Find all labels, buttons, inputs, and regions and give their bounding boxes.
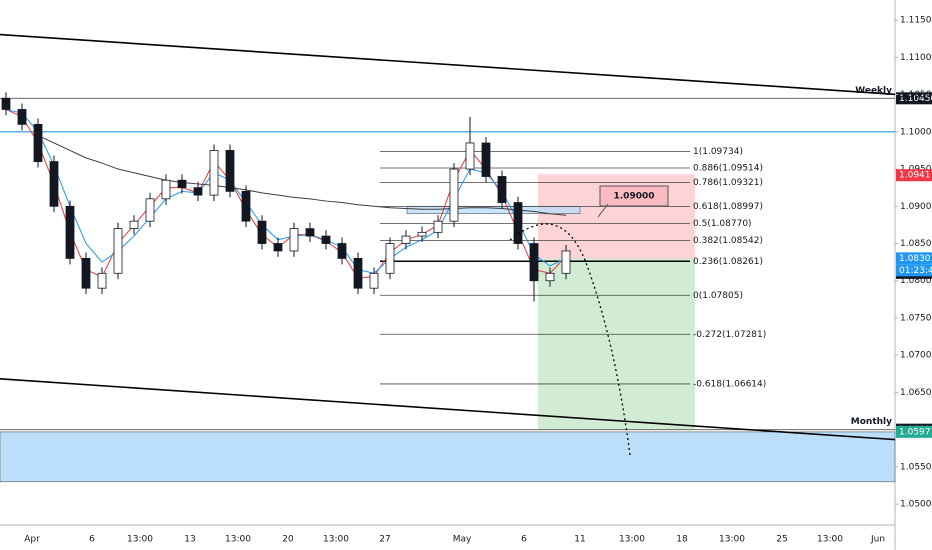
time-label: Apr xyxy=(24,535,40,545)
candle-body xyxy=(49,161,59,207)
time-label: 18 xyxy=(676,535,688,545)
countdown-bg xyxy=(896,264,932,277)
price-tag-bg xyxy=(896,169,932,182)
candle-body xyxy=(113,228,123,274)
y-tick-label: 1.08500 xyxy=(900,239,932,249)
candle-body xyxy=(161,179,171,200)
time-label: 13:00 xyxy=(127,535,153,545)
candle-body xyxy=(289,228,299,252)
time-label: 11 xyxy=(574,535,585,545)
time-label: 27 xyxy=(379,535,390,545)
level-label: Monthly xyxy=(851,417,892,427)
candle-body xyxy=(145,198,155,222)
supply-zone xyxy=(406,205,581,215)
fib-label: 0.236(1.08261) xyxy=(693,257,763,267)
candle-body xyxy=(513,202,523,244)
fib-label: 0.5(1.08770) xyxy=(693,219,752,229)
time-label: May xyxy=(453,535,472,545)
candle-body xyxy=(433,220,443,233)
fib-label: 1(1.09734) xyxy=(693,147,743,157)
candle-body xyxy=(449,168,459,222)
y-tick-label: 1.05000 xyxy=(900,500,932,510)
price-tag-bg xyxy=(896,425,932,438)
fib-label: 0.382(1.08542) xyxy=(693,236,763,246)
time-label: 20 xyxy=(282,535,294,545)
candle-body xyxy=(529,243,539,282)
support-zone xyxy=(0,431,896,483)
time-label: 13:00 xyxy=(619,535,645,545)
callout-text: 1.09000 xyxy=(614,192,655,202)
candle-body xyxy=(129,220,139,230)
level-label: Weekly xyxy=(855,86,892,96)
trendline xyxy=(0,33,896,96)
price-tag: 1.10450 xyxy=(899,94,932,104)
fib-label: 0.886(1.09514) xyxy=(693,164,763,174)
candle-body xyxy=(321,235,331,244)
y-tick-label: 1.11000 xyxy=(900,53,932,63)
time-label: 6 xyxy=(521,535,527,545)
candle-body xyxy=(401,235,411,244)
trendline xyxy=(0,378,896,441)
candle-body xyxy=(257,220,267,244)
y-tick-label: 1.09000 xyxy=(900,202,932,212)
time-label: Jun xyxy=(870,535,885,545)
candle-body xyxy=(81,258,91,289)
candle-body xyxy=(241,190,251,222)
time-label: 25 xyxy=(776,535,787,545)
candle-body xyxy=(33,123,43,162)
candle-body xyxy=(337,243,347,259)
candle-body xyxy=(193,187,203,196)
candle-body xyxy=(385,243,395,274)
candle-body xyxy=(65,205,75,259)
callout-box xyxy=(599,185,669,207)
moving-average xyxy=(5,108,567,274)
candle-body xyxy=(209,150,219,196)
reward-box xyxy=(538,258,695,430)
candle-body xyxy=(97,272,107,289)
y-tick-label: 1.07500 xyxy=(900,313,932,323)
candle-body xyxy=(497,176,507,203)
candle-body xyxy=(481,142,491,177)
price-tag: 1.09417 xyxy=(899,171,932,181)
candle-body xyxy=(273,243,283,252)
y-tick-label: 1.10500 xyxy=(900,90,932,100)
y-tick-label: 1.11500 xyxy=(900,16,932,26)
fib-label: 0.786(1.09321) xyxy=(693,178,763,188)
fib-label: -0.618(1.06614) xyxy=(693,379,766,389)
candle-body xyxy=(17,109,27,125)
candle-body xyxy=(545,272,555,282)
candle-body xyxy=(417,231,427,237)
price-tag-bg xyxy=(896,92,932,105)
time-label: 13:00 xyxy=(719,535,745,545)
time-label: 13:00 xyxy=(323,535,349,545)
time-label: 6 xyxy=(89,535,95,545)
candle-body xyxy=(177,179,187,189)
countdown: 01:23:44 xyxy=(899,266,932,276)
price-tag: 1.05971 xyxy=(899,427,932,437)
candle-body xyxy=(561,250,571,274)
risk-box xyxy=(538,174,695,259)
candle-body xyxy=(465,142,475,170)
time-label: 13:00 xyxy=(817,535,843,545)
y-tick-label: 1.05500 xyxy=(900,462,932,472)
candle-body xyxy=(353,258,363,289)
fib-label: 0.618(1.08997) xyxy=(693,202,763,212)
candle-body xyxy=(225,150,235,192)
candle-body xyxy=(1,97,11,110)
time-label: 13 xyxy=(184,535,195,545)
y-tick-label: 1.10000 xyxy=(900,127,932,137)
fib-label: -0.272(1.07281) xyxy=(693,330,766,340)
y-tick-label: 1.07000 xyxy=(900,351,932,361)
candle-body xyxy=(369,272,379,289)
y-tick-label: 1.06500 xyxy=(900,388,932,398)
time-label: 13:00 xyxy=(225,535,251,545)
y-tick-label: 1.08000 xyxy=(900,276,932,286)
moving-average xyxy=(37,135,567,216)
candle-body xyxy=(305,228,315,237)
fib-label: 0(1.07805) xyxy=(693,291,743,301)
price-tag-bg xyxy=(896,252,932,265)
